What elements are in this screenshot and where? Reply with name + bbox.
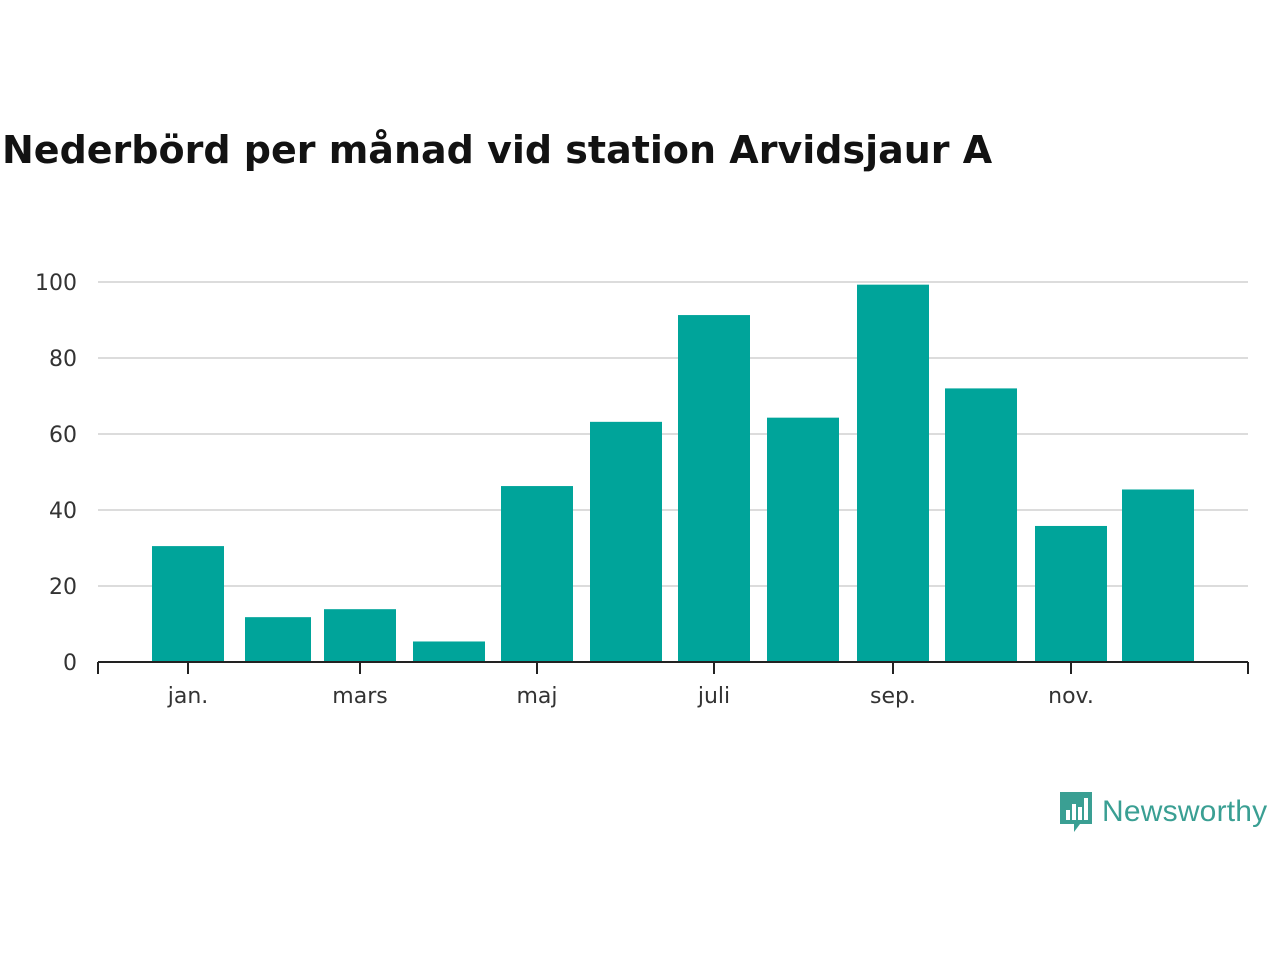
bar-sep — [857, 284, 929, 662]
bar-jan — [152, 546, 224, 662]
bar-aug — [767, 417, 839, 662]
y-tick-label-20: 20 — [49, 575, 77, 600]
newsworthy-logo: Newsworthy — [1058, 790, 1267, 834]
x-tick-label-mars: mars — [332, 684, 387, 709]
bar-feb — [245, 617, 311, 662]
bar-okt — [945, 388, 1017, 662]
bar-mars — [324, 609, 396, 662]
x-tick-label-nov: nov. — [1048, 684, 1094, 709]
x-tick-label-juli: juli — [697, 684, 730, 709]
brand-name: Newsworthy — [1102, 795, 1268, 828]
bar-juli — [678, 315, 750, 662]
bar-juni — [590, 421, 662, 662]
x-tick-label-maj: maj — [516, 684, 557, 709]
chart-title: Nederbörd per månad vid station Arvidsja… — [2, 128, 993, 172]
y-axis-labels: 0 20 40 60 80 100 — [35, 271, 77, 676]
y-tick-label-80: 80 — [49, 347, 77, 372]
bar-dec — [1122, 489, 1194, 662]
bar-maj — [501, 486, 573, 662]
x-axis-ticks: jan. mars maj juli sep. nov. — [97, 662, 1249, 709]
bar-nov — [1035, 525, 1107, 662]
x-tick-label-sep: sep. — [870, 684, 916, 709]
y-tick-label-100: 100 — [35, 271, 77, 296]
bar-chart-speech-bubble-icon — [1060, 792, 1092, 832]
y-tick-label-0: 0 — [63, 651, 77, 676]
y-tick-label-60: 60 — [49, 423, 77, 448]
x-tick-label-jan: jan. — [167, 684, 209, 709]
y-tick-label-40: 40 — [49, 499, 77, 524]
bar-april — [413, 641, 485, 662]
bars — [152, 284, 1194, 662]
